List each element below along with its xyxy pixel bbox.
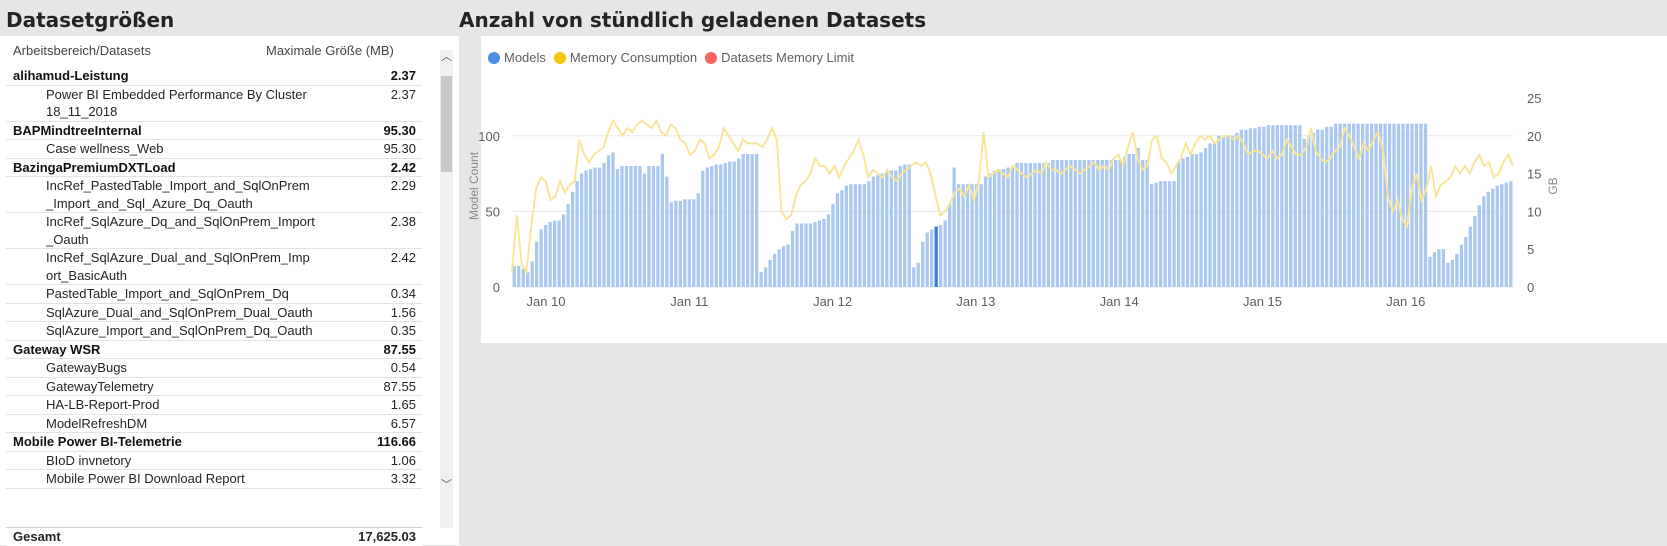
chart-title: Anzahl von stündlich geladenen Datasets	[459, 8, 927, 32]
legend-item-models[interactable]: Models	[488, 50, 546, 65]
total-value: 17,625.03	[358, 529, 416, 544]
workspace-size: 2.37	[390, 68, 416, 83]
total-label: Gesamt	[13, 529, 61, 544]
dataset-name: IncRef_SqlAzure_Dq_and_SqlOnPrem_Import_…	[46, 214, 315, 247]
dataset-name: BIoD invnetory	[46, 452, 132, 468]
workspace-row[interactable]: Gateway WSR 87.55	[6, 341, 422, 359]
workspace-size: 116.66	[376, 434, 416, 449]
dataset-size: 87.55	[383, 378, 416, 394]
dataset-size: 2.38	[390, 214, 416, 229]
workspace-size: 95.30	[383, 122, 416, 138]
dataset-row[interactable]: Power BI Embedded Performance By Cluster…	[6, 86, 422, 122]
workspace-name: alihamud-Leistung	[13, 68, 129, 83]
dataset-name: PastedTable_Import_and_SqlOnPrem_Dq	[46, 286, 289, 301]
dataset-size: 1.06	[390, 452, 416, 468]
workspace-name: Mobile Power BI-Telemetrie	[13, 434, 182, 449]
dataset-row[interactable]: HA-LB-Report-Prod 1.65	[6, 396, 422, 415]
workspace-name: Gateway WSR	[13, 341, 101, 357]
left-title-bar	[0, 0, 459, 36]
dataset-row[interactable]: GatewayTelemetry 87.55	[6, 378, 422, 396]
workspace-size: 87.55	[383, 341, 416, 357]
dataset-row[interactable]: Case wellness_Web 95.30	[6, 140, 422, 159]
dataset-size: 1.65	[390, 397, 416, 412]
dataset-size: 1.56	[390, 304, 416, 320]
dataset-name: Power BI Embedded Performance By Cluster…	[46, 86, 311, 120]
dataset-name: SqlAzure_Dual_and_SqlOnPrem_Dual_Oauth	[46, 304, 313, 320]
dataset-row[interactable]: GatewayBugs 0.54	[6, 359, 422, 378]
dataset-table-body: alihamud-Leistung 2.37 Power BI Embedded P…	[6, 67, 422, 527]
chart-legend: Models Memory Consumption Datasets Memor…	[488, 50, 862, 65]
workspace-row[interactable]: Mobile Power BI-Telemetrie 116.66	[6, 433, 422, 452]
workspace-row[interactable]: BazingaPremiumDXTLoad 2.42	[6, 159, 422, 177]
workspace-size: 2.42	[390, 159, 416, 175]
dataset-sizes-panel: Datasetgrößen Arbeitsbereich/Datasets Ma…	[0, 0, 459, 546]
dataset-name: ModelRefreshDM	[46, 415, 148, 431]
scroll-down-icon[interactable]: ﹀	[441, 479, 452, 491]
legend-dot-models	[488, 51, 500, 64]
dataset-row[interactable]: IncRef_SqlAzure_Dual_and_SqlOnPrem_Impor…	[6, 249, 422, 285]
dataset-size: 0.35	[390, 323, 416, 338]
workspace-name: BAPMindtreeInternal	[13, 122, 142, 138]
legend-dot-limit	[705, 51, 718, 64]
dataset-row[interactable]: IncRef_PastedTable_Import_and_SqlOnPrem_…	[6, 177, 422, 213]
scroll-up-icon[interactable]: ︿	[441, 51, 452, 63]
dataset-name: GatewayBugs	[46, 360, 127, 375]
y-left-axis-title: Model Count	[467, 151, 481, 220]
dataset-row[interactable]: BIoD invnetory 1.06	[6, 452, 422, 470]
dataset-name: Mobile Power BI Download Report	[46, 471, 245, 486]
dataset-size: 0.34	[390, 286, 416, 301]
chart-panel	[481, 36, 1667, 343]
legend-label-limit: Datasets Memory Limit	[721, 50, 854, 65]
dataset-name: IncRef_SqlAzure_Dual_and_SqlOnPrem_Impor…	[46, 250, 310, 283]
column-header-workspace[interactable]: Arbeitsbereich/Datasets	[13, 43, 152, 58]
dataset-size: 3.32	[390, 471, 416, 486]
dataset-row[interactable]: PastedTable_Import_and_SqlOnPrem_Dq 0.34	[6, 285, 422, 304]
legend-label-models: Models	[504, 50, 546, 65]
workspace-name: BazingaPremiumDXTLoad	[13, 159, 176, 175]
dataset-row[interactable]: Mobile Power BI Download Report 3.32	[6, 470, 422, 489]
dataset-size: 2.37	[390, 86, 416, 102]
dataset-row[interactable]: ModelRefreshDM 6.57	[6, 415, 422, 433]
workspace-row[interactable]: alihamud-Leistung 2.37	[6, 67, 422, 86]
dataset-size: 95.30	[383, 141, 416, 156]
dataset-name: Case wellness_Web	[46, 141, 164, 156]
dataset-name: SqlAzure_Import_and_SqlOnPrem_Dq_Oauth	[46, 323, 313, 338]
legend-dot-memory	[553, 51, 566, 64]
dataset-row[interactable]: SqlAzure_Import_and_SqlOnPrem_Dq_Oauth 0.…	[6, 322, 422, 341]
dataset-name: GatewayTelemetry	[46, 378, 154, 394]
column-header-max-size[interactable]: Maximale Größe (MB)	[266, 43, 394, 58]
dataset-size: 0.54	[390, 360, 416, 375]
legend-item-memory-limit[interactable]: Datasets Memory Limit	[705, 50, 854, 65]
dataset-size: 6.57	[390, 415, 416, 431]
dataset-row[interactable]: SqlAzure_Dual_and_SqlOnPrem_Dual_Oauth 1.…	[6, 304, 422, 322]
legend-item-memory-consumption[interactable]: Memory Consumption	[553, 50, 698, 65]
dataset-name: HA-LB-Report-Prod	[46, 397, 160, 412]
workspace-row[interactable]: BAPMindtreeInternal 95.30	[6, 122, 422, 140]
total-row: Gesamt 17,625.03	[6, 527, 422, 546]
dataset-sizes-title: Datasetgrößen	[6, 8, 175, 32]
legend-label-memory: Memory Consumption	[569, 50, 698, 65]
dataset-size: 2.29	[390, 178, 416, 193]
scrollbar-thumb[interactable]	[441, 76, 452, 172]
dataset-row[interactable]: IncRef_SqlAzure_Dq_and_SqlOnPrem_Import_…	[6, 213, 422, 249]
dataset-name: IncRef_PastedTable_Import_and_SqlOnPrem_…	[46, 178, 310, 211]
dataset-size: 2.42	[390, 250, 416, 265]
